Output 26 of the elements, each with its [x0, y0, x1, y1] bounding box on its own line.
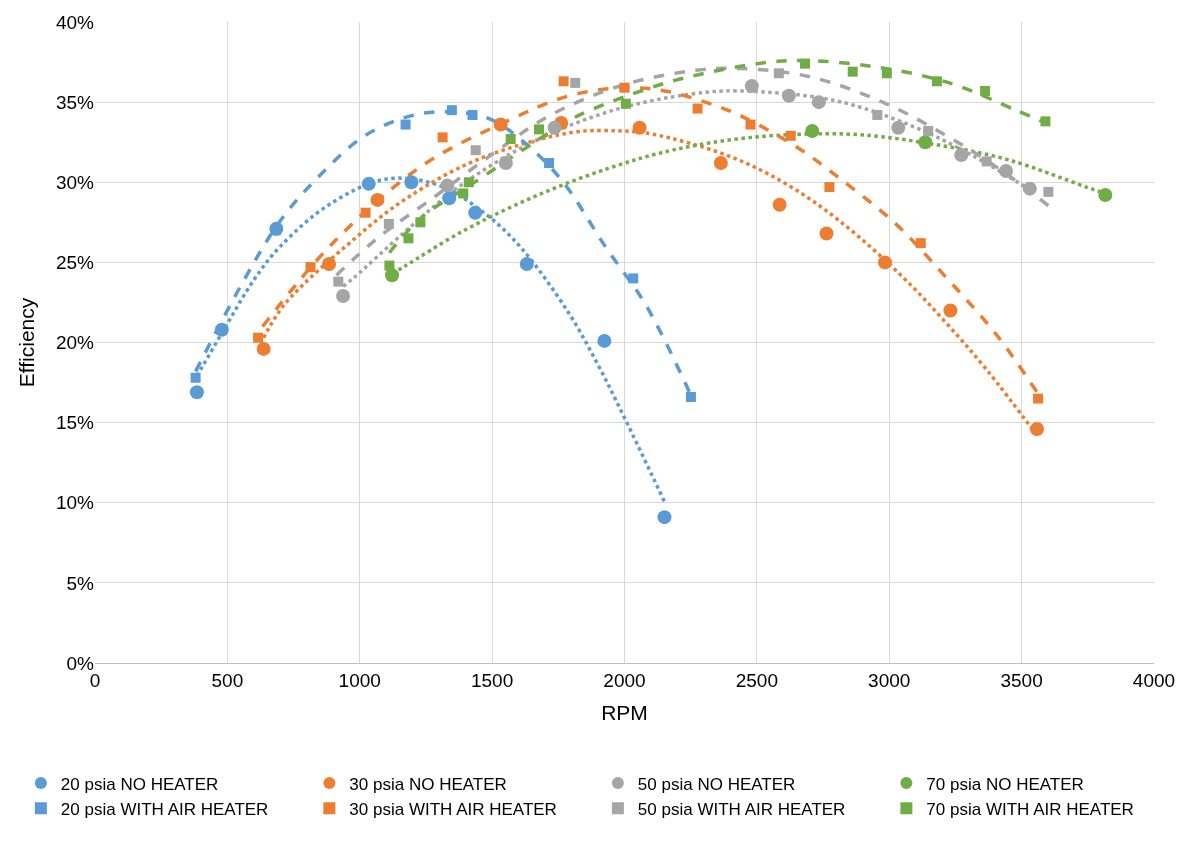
y-tick-label: 35% — [55, 91, 95, 113]
x-tick-label: 500 — [211, 669, 244, 691]
legend-label: 20 psia WITH AIR HEATER — [60, 799, 269, 819]
x-tick-label: 2000 — [603, 669, 646, 691]
x-tick-label: 3500 — [1000, 669, 1043, 691]
x-tick-label: 3000 — [868, 669, 911, 691]
y-axis-title: Efficiency — [15, 297, 39, 388]
x-tick-label: 1500 — [470, 669, 514, 691]
legend-label: 70 psia WITH AIR HEATER — [926, 799, 1134, 819]
x-tick-label: 4000 — [1132, 669, 1176, 691]
y-tick-label: 10% — [55, 492, 95, 514]
y-tick-label: 20% — [55, 332, 95, 354]
legend-label: 30 psia NO HEATER — [349, 774, 507, 794]
legend-label: 20 psia NO HEATER — [60, 774, 219, 794]
y-tick-label: 5% — [66, 572, 95, 594]
y-tick-label: 30% — [55, 171, 95, 193]
y-tick-label: 25% — [55, 252, 95, 274]
legend-label: 50 psia NO HEATER — [637, 774, 796, 794]
y-tick-label: 15% — [55, 412, 95, 434]
x-axis-title: RPM — [601, 701, 648, 725]
x-tick-label: 2500 — [735, 669, 779, 691]
legend-label: 30 psia WITH AIR HEATER — [349, 799, 557, 819]
legend-label: 70 psia NO HEATER — [926, 774, 1084, 794]
legend-label: 50 psia WITH AIR HEATER — [637, 799, 846, 819]
y-tick-label: 40% — [55, 11, 95, 33]
x-tick-label: 1000 — [338, 669, 381, 691]
